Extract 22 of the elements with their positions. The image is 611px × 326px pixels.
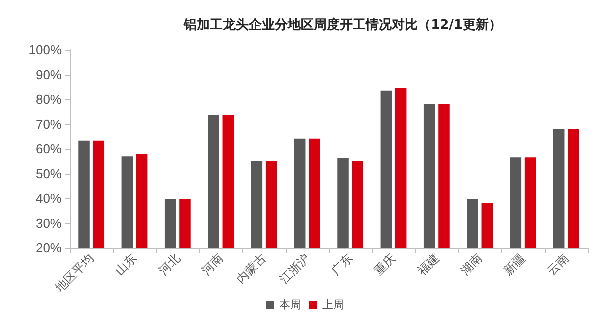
x-tick-label: 河北	[156, 251, 183, 278]
y-tick-label: 30%	[36, 216, 62, 231]
x-tick-label: 新疆	[501, 251, 528, 278]
y-tick-label: 70%	[36, 116, 62, 132]
x-tick-label: 重庆	[372, 251, 399, 278]
x-tick-label: 湖南	[458, 251, 486, 278]
legend-label: 本周	[280, 298, 302, 312]
y-tick-label: 80%	[36, 92, 62, 107]
x-tick-label: 广东	[328, 251, 356, 278]
chart-title: 铝加工龙头企业分地区周度开工情况对比（12/1更新）	[183, 17, 502, 33]
y-tick-label: 90%	[36, 67, 62, 82]
legend-label: 上周	[322, 298, 344, 312]
y-tick-label: 40%	[36, 191, 62, 206]
y-tick-label: 100%	[28, 42, 62, 58]
x-tick-label: 江浙沪	[277, 251, 312, 286]
x-tick-label: 福建	[414, 251, 442, 278]
x-tick-label: 河南	[199, 251, 226, 278]
y-tick-label: 50%	[36, 166, 62, 182]
x-tick-label: 云南	[544, 251, 572, 278]
y-tick-label: 60%	[36, 142, 62, 156]
x-tick-label: 内蒙古	[234, 251, 270, 286]
x-tick-label: 山东	[112, 251, 140, 278]
